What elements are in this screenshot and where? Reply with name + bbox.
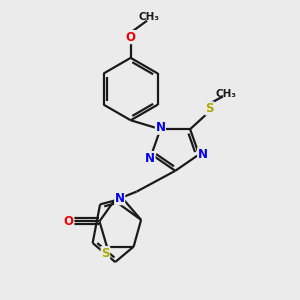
Text: N: N [145, 152, 155, 164]
Text: O: O [64, 215, 74, 228]
Text: N: N [155, 121, 165, 134]
Text: O: O [126, 31, 136, 44]
Text: CH₃: CH₃ [138, 12, 159, 22]
Text: N: N [115, 192, 125, 205]
Text: S: S [205, 102, 214, 115]
Text: CH₃: CH₃ [215, 88, 236, 98]
Text: S: S [101, 247, 110, 260]
Text: N: N [198, 148, 208, 161]
